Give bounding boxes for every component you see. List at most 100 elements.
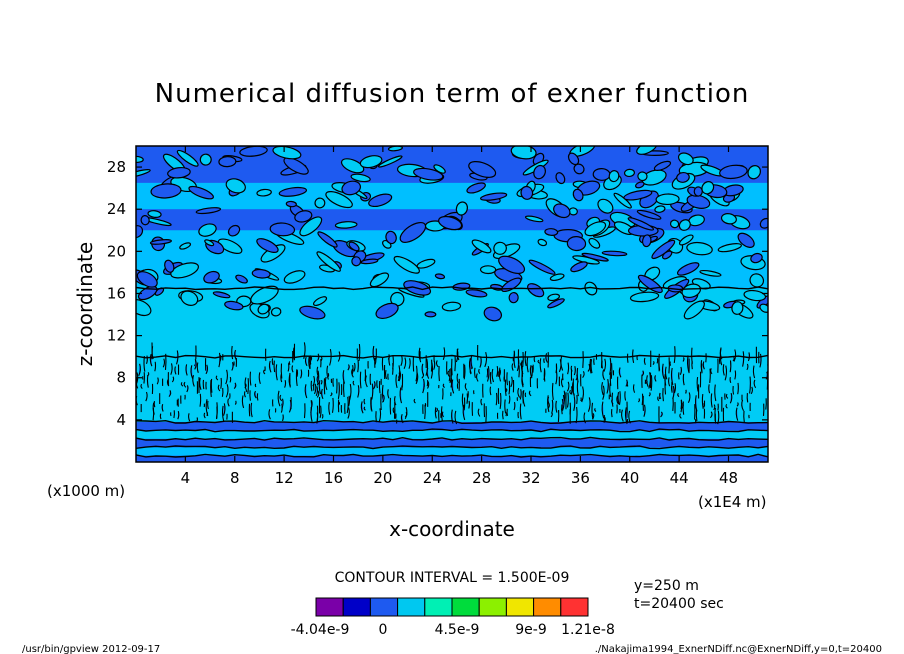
contour-blob: [167, 166, 191, 179]
contour-line: [722, 364, 725, 376]
contour-level-line: [136, 428, 768, 433]
contour-line: [203, 412, 206, 419]
contour-blob: [654, 205, 666, 213]
contour-line: [190, 365, 194, 379]
contour-blob: [278, 186, 308, 197]
contour-blob: [508, 291, 519, 304]
contour-line: [254, 383, 257, 388]
contour-line: [606, 378, 609, 394]
contour-line: [244, 391, 246, 398]
contour-blob: [235, 274, 248, 284]
contour-blob: [198, 223, 217, 237]
contour-blob: [483, 306, 503, 322]
contour-line: [450, 377, 453, 388]
contour-line: [594, 408, 597, 412]
contour-line: [547, 402, 550, 410]
contour-blob: [573, 163, 585, 175]
info-y: y=250 m: [634, 578, 699, 594]
contour-blob: [592, 168, 611, 181]
chart-title: Numerical diffusion term of exner functi…: [155, 79, 750, 109]
contour-line: [370, 397, 373, 412]
contour-blob: [348, 241, 360, 252]
contour-line: [241, 395, 245, 409]
contour-blob: [636, 146, 658, 155]
contour-line: [231, 362, 234, 371]
contour-line: [456, 373, 459, 384]
contour-line: [741, 399, 744, 411]
contour-blob: [368, 193, 393, 208]
contour-line: [358, 344, 361, 361]
contour-line: [284, 380, 287, 388]
contour-blob: [341, 180, 362, 196]
contour-line: [145, 391, 148, 402]
contour-line: [456, 348, 460, 361]
contour-line: [438, 366, 440, 382]
contour-line: [316, 390, 320, 398]
contour-line: [188, 413, 191, 422]
contour-blob: [737, 232, 755, 248]
contour-line: [303, 342, 306, 359]
contour-blob: [493, 241, 507, 255]
contour-line: [173, 410, 175, 419]
contour-line: [524, 351, 527, 367]
contour-line: [310, 400, 313, 409]
contour-line: [736, 402, 739, 407]
contour-blob: [750, 252, 763, 264]
contour-line: [604, 417, 607, 421]
x-tick-label: 24: [423, 469, 442, 487]
contour-line: [508, 380, 511, 395]
contour-line: [609, 382, 612, 398]
contour-line: [632, 384, 636, 393]
contour-blob: [285, 200, 297, 208]
contour-line: [138, 363, 141, 377]
contour-line: [547, 395, 550, 413]
contour-blob: [701, 181, 715, 195]
contour-line: [454, 410, 458, 425]
x-tick-label: 36: [571, 469, 590, 487]
contour-line: [140, 383, 143, 389]
contour-line: [353, 362, 356, 372]
colorbar-label: -4.04e-9: [291, 622, 350, 638]
contour-blob: [623, 168, 636, 178]
contour-blob: [637, 171, 648, 182]
contour-line: [357, 385, 360, 398]
contour-blob: [170, 262, 200, 279]
contour-blob: [359, 155, 383, 169]
contour-line: [168, 390, 172, 397]
footer-right: ./Nakajima1994_ExnerNDiff.nc@ExnerNDiff,…: [595, 644, 882, 654]
contour-blob: [416, 258, 436, 269]
contour-line: [714, 384, 717, 402]
contour-line: [670, 367, 674, 386]
contour-line: [685, 389, 687, 394]
contour-blob: [608, 170, 620, 183]
y-tick-label: 4: [116, 411, 126, 429]
contour-field: [136, 146, 768, 462]
contour-line: [156, 377, 159, 385]
contour-line: [673, 383, 677, 394]
contour-blob: [549, 273, 565, 282]
contour-line: [234, 400, 237, 405]
y-tick-label: 12: [107, 327, 126, 345]
contour-line: [567, 362, 570, 375]
contour-blob: [317, 231, 338, 248]
contour-blob: [413, 167, 444, 181]
contour-line: [287, 363, 290, 372]
contour-line: [277, 390, 281, 407]
contour-line: [709, 411, 713, 419]
contour-line: [543, 368, 546, 381]
contour-line: [555, 400, 558, 413]
contour-line: [590, 359, 593, 374]
contour-line: [162, 358, 166, 368]
contour-blob: [683, 300, 705, 320]
contour-line: [304, 356, 308, 367]
contour-line: [732, 385, 735, 395]
contour-line: [551, 382, 554, 400]
contour-line: [199, 377, 202, 390]
contour-line: [281, 398, 284, 409]
contour-blob: [471, 239, 492, 254]
colorbar-label: 4.5e-9: [435, 622, 480, 638]
contour-line: [658, 353, 661, 371]
contour-line: [560, 378, 564, 388]
contour-blob: [693, 186, 703, 197]
contour-line: [229, 376, 232, 383]
